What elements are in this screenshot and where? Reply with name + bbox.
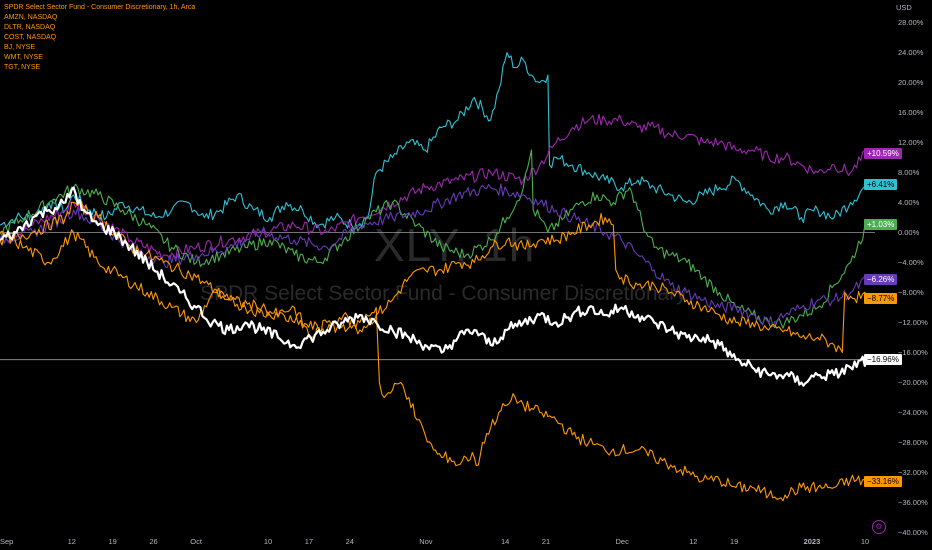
x-tick-label: 10 [263,537,273,546]
x-tick-label: 19 [108,537,117,546]
x-tick-label: 17 [304,537,314,546]
y-tick-label: −28.00% [898,437,928,447]
last-value-badge-xly: −16.96% [864,354,902,366]
legend-item[interactable]: COST, NASDAQ [4,34,57,41]
y-axis-unit: USD [896,3,912,12]
y-tick-label: −36.00% [898,497,928,507]
y-tick-label: 24.00% [898,47,924,57]
legend-item[interactable]: AMZN, NASDAQ [4,14,58,21]
series-line-wmt[interactable] [0,149,867,329]
y-tick-label: 28.00% [898,17,924,27]
x-tick-label: 19 [729,537,739,546]
last-value-badge-bj: −8.77% [864,292,898,304]
series-line-tgt[interactable] [0,183,868,327]
y-tick-label: −16.00% [898,347,928,357]
y-tick-label: −4.00% [898,257,924,267]
x-tick-label: 14 [501,537,510,546]
series-line-cost[interactable] [0,113,868,260]
y-tick-label: −40.00% [898,527,928,537]
x-tick-label: 10 [860,537,870,546]
x-tick-label: Sep [0,537,14,546]
x-tick-label: Nov [419,537,433,546]
y-tick-label: 12.00% [898,137,924,147]
y-tick-label: 16.00% [898,107,924,117]
y-tick-label: 4.00% [898,197,920,207]
last-value-badge-amzn: −33.16% [864,475,902,487]
x-tick-label: 26 [149,537,158,546]
legend: SPDR Select Sector Fund - Consumer Discr… [4,3,195,73]
series-line-xly[interactable] [0,186,868,387]
last-value-badge-tgt: −6.26% [864,273,898,285]
x-tick-label: Oct [190,537,202,546]
y-tick-label: −12.00% [898,317,928,327]
y-tick-label: 20.00% [898,77,924,87]
x-tick-label: 2023 [803,537,821,546]
legend-item[interactable]: DLTR, NASDAQ [4,24,56,31]
x-tick-label: Dec [615,537,629,546]
x-tick-label: 12 [67,537,76,546]
last-value-badge-cost: +10.59% [864,147,902,159]
legend-item[interactable]: TGT, NYSE [4,64,41,71]
y-tick-label: −8.00% [898,287,924,297]
last-value-badge-dltr: +6.41% [864,179,898,190]
y-tick-label: −32.00% [898,467,928,477]
last-value-badge-wmt: +1.03% [864,219,898,231]
series-line-bj[interactable] [0,212,868,354]
x-tick-label: 24 [345,537,354,546]
series-line-dltr[interactable] [0,51,868,230]
legend-item[interactable]: WMT, NYSE [4,54,43,61]
y-tick-label: 8.00% [898,167,920,177]
y-tick-label: −24.00% [898,407,928,417]
x-tick-label: 21 [541,537,551,546]
y-tick-label: 0.00% [898,227,920,237]
settings-icon[interactable]: ⚙ [872,520,886,534]
legend-item[interactable]: BJ, NYSE [4,44,36,51]
y-tick-label: −20.00% [898,377,928,387]
x-tick-label: 12 [689,537,698,546]
legend-main-symbol[interactable]: SPDR Select Sector Fund - Consumer Discr… [4,4,196,11]
